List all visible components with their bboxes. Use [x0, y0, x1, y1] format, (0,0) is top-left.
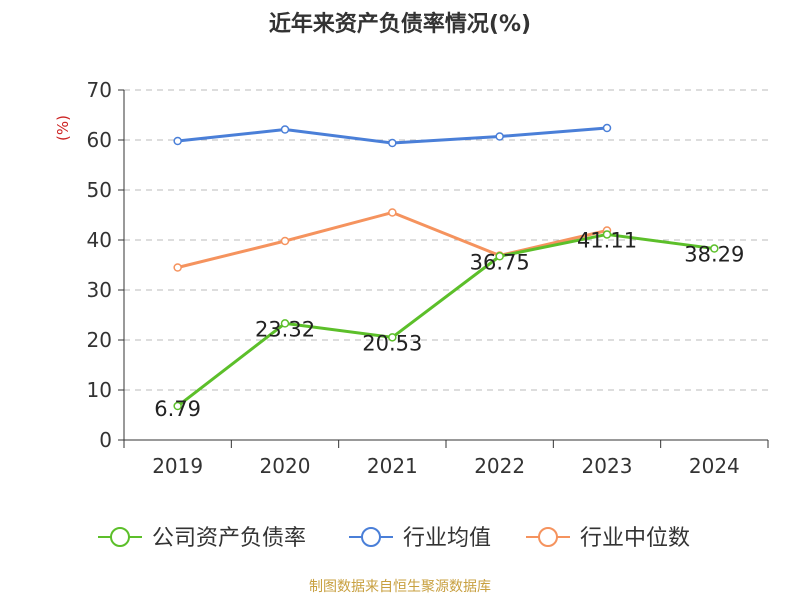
data-labels: 6.79 23.32 20.53 36.75 41.11 38.29 — [154, 228, 744, 421]
y-tick-label: 30 — [87, 278, 112, 302]
y-tick-label: 50 — [87, 178, 112, 202]
x-tick-label: 2023 — [582, 454, 633, 478]
legend-swatch-marker — [361, 527, 381, 547]
data-label: 38.29 — [684, 243, 744, 267]
legend-swatch-marker — [538, 527, 558, 547]
x-tick-label: 2021 — [367, 454, 418, 478]
data-point — [495, 252, 504, 261]
legend-swatch-marker — [110, 527, 130, 547]
data-point — [388, 333, 397, 342]
legend-label: 公司资产负债率 — [152, 526, 306, 551]
y-axis-label: (%) — [54, 115, 72, 141]
data-point — [388, 138, 397, 148]
data-point — [173, 263, 182, 272]
data-point — [280, 236, 290, 246]
legend-label: 行业中位数 — [580, 526, 690, 551]
source-note: 制图数据来自恒生聚源数据库 — [309, 579, 491, 595]
data-label: 36.75 — [470, 250, 530, 274]
axes: 0 10 20 30 40 50 60 70 2019 2020 2021 2022 2023 2024 — [87, 78, 769, 478]
data-point — [602, 123, 612, 133]
data-label: 41.11 — [577, 228, 637, 252]
series — [173, 123, 719, 411]
legend-label: 行业均值 — [403, 526, 491, 551]
data-point — [173, 136, 182, 146]
y-tick-label: 20 — [87, 328, 112, 352]
data-label: 20.53 — [362, 331, 422, 355]
y-tick-label: 70 — [87, 78, 112, 102]
series-line — [176, 232, 715, 408]
x-tick-label: 2022 — [474, 454, 525, 478]
chart-title: 近年来资产负债率情况(%) — [268, 12, 532, 37]
data-label: 23.32 — [255, 317, 315, 341]
y-tick-label: 0 — [99, 428, 112, 452]
x-tick-label: 2024 — [689, 454, 740, 478]
data-label: 6.79 — [154, 397, 201, 421]
legend: 公司资产负债率 行业均值 行业中位数 — [98, 526, 690, 551]
data-point — [388, 208, 397, 217]
data-point — [602, 230, 612, 239]
x-tick-label: 2019 — [152, 454, 203, 478]
y-tick-label: 10 — [87, 378, 112, 402]
data-point — [173, 401, 182, 411]
y-tick-label: 40 — [87, 228, 112, 252]
data-point — [710, 244, 719, 253]
data-point — [280, 125, 290, 134]
data-point — [280, 319, 290, 328]
y-tick-label: 60 — [87, 128, 112, 152]
x-tick-label: 2020 — [260, 454, 311, 478]
data-point — [495, 132, 504, 141]
